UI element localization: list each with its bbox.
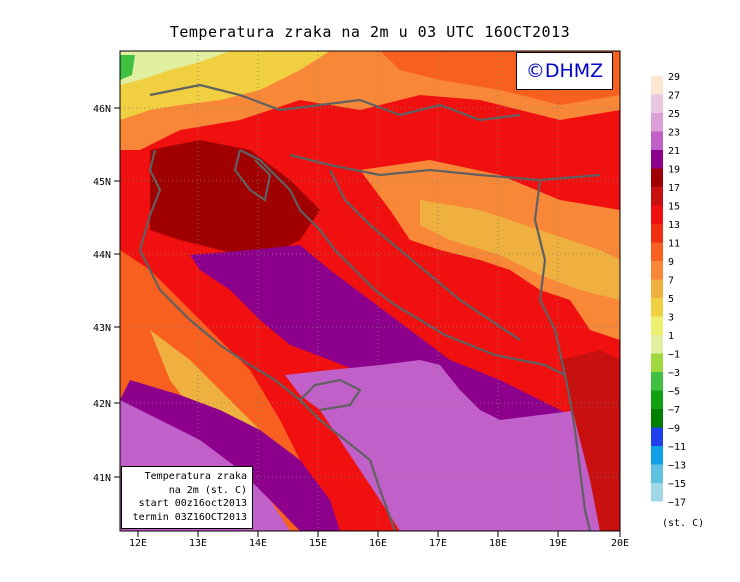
legend-label: −7 <box>668 405 680 416</box>
lon-tick-label: 12E <box>129 538 147 549</box>
coastline-istria <box>233 149 272 202</box>
legend-swatch <box>651 279 663 298</box>
legend-label: 3 <box>668 313 674 324</box>
legend-label: −1 <box>668 350 680 361</box>
legend-label: −9 <box>668 424 680 435</box>
legend-label: 25 <box>668 109 680 120</box>
legend-label: −13 <box>668 461 686 472</box>
temp-zone-adriatic-coastal <box>120 380 340 531</box>
border-serbia <box>533 179 567 376</box>
temp-zone-adriatic <box>190 245 580 440</box>
temp-zone-alps-cold <box>120 51 230 85</box>
legend-swatch <box>651 464 663 483</box>
legend-label: −15 <box>668 479 686 490</box>
coastline-croatia <box>239 149 566 376</box>
lat-tick-label: 44N <box>93 250 111 261</box>
lat-tick-label: 42N <box>93 399 111 410</box>
longitude-axis: 12E 13E 14E 15E 16E 17E 18E 19E 20E <box>129 531 629 549</box>
legend-label: 1 <box>668 331 674 342</box>
legend-label: −17 <box>668 498 686 509</box>
temp-zone-balkan-warm <box>420 200 620 300</box>
legend-label: 19 <box>668 165 680 176</box>
info-line-variable: Temperatura zraka <box>144 471 247 482</box>
legend-label: −3 <box>668 368 680 379</box>
legend-swatch <box>651 242 663 261</box>
border-north <box>149 83 521 122</box>
legend-swatch <box>651 205 663 224</box>
legend-label: 7 <box>668 276 674 287</box>
legend-swatch <box>651 187 663 206</box>
legend-swatch <box>651 150 663 169</box>
map-title: Temperatura zraka na 2m u 03 UTC 16OCT20… <box>169 23 571 41</box>
dhmz-logo: ©DHMZ <box>516 52 613 90</box>
info-line-termin: termin 03Z16OCT2013 <box>132 511 247 523</box>
legend-label: 11 <box>668 239 680 250</box>
legend-swatch <box>651 76 663 95</box>
coastline-gargano <box>299 378 362 412</box>
legend-label: 23 <box>668 128 680 139</box>
legend-label: 13 <box>668 220 680 231</box>
legend-swatch <box>651 316 663 335</box>
legend-swatch <box>651 372 663 391</box>
plot-frame <box>119 50 621 532</box>
lon-tick-label: 14E <box>249 538 267 549</box>
legend-label: 29 <box>668 72 680 83</box>
lon-tick-label: 20E <box>611 538 629 549</box>
lat-tick-label: 46N <box>93 104 111 115</box>
lon-tick-label: 18E <box>489 538 507 549</box>
temp-zone-alps-green <box>120 55 135 80</box>
legend-swatch <box>651 446 663 465</box>
lat-tick-label: 45N <box>93 177 111 188</box>
legend-swatch <box>651 131 663 150</box>
color-legend: 29 27 25 23 21 19 17 15 13 11 9 7 5 3 1 −1 −3 −5 −7 −9 −11 −1… <box>651 72 686 509</box>
lon-tick-label: 15E <box>309 538 327 549</box>
legend-swatch <box>651 168 663 187</box>
lat-tick-label: 43N <box>93 323 111 334</box>
legend-swatch <box>651 261 663 280</box>
legend-label: 27 <box>668 91 680 102</box>
border-bih <box>329 169 521 341</box>
lon-tick-label: 19E <box>549 538 567 549</box>
legend-label: −5 <box>668 387 680 398</box>
legend-label: 5 <box>668 294 674 305</box>
info-box: Temperatura zraka na 2m (st. C) start 00… <box>121 466 253 529</box>
coastline-albania <box>563 374 592 531</box>
legend-swatch <box>651 224 663 243</box>
legend-label: 15 <box>668 202 680 213</box>
legend-swatch <box>651 353 663 372</box>
legend-swatch <box>651 427 663 446</box>
legend-swatch <box>651 94 663 113</box>
latitude-axis: 46N 45N 44N 43N 42N 41N <box>93 104 120 484</box>
lon-tick-label: 17E <box>429 538 447 549</box>
legend-swatch <box>651 409 663 428</box>
legend-label: −11 <box>668 442 686 453</box>
temp-zone-north-adriatic <box>150 140 320 260</box>
coastline-italy-east <box>138 149 397 531</box>
info-line-unit: na 2m (st. C) <box>168 484 247 496</box>
legend-unit: (st. C) <box>662 518 705 529</box>
legend-label: 17 <box>668 183 680 194</box>
legend-swatch <box>651 113 663 132</box>
lat-tick-label: 41N <box>93 473 111 484</box>
lon-tick-label: 16E <box>369 538 387 549</box>
legend-swatch <box>651 298 663 317</box>
info-line-start: start 00z16oct2013 <box>138 498 247 509</box>
lon-tick-label: 13E <box>189 538 207 549</box>
legend-swatch <box>651 335 663 354</box>
legend-label: 21 <box>668 146 680 157</box>
legend-swatch <box>651 483 663 502</box>
legend-swatch <box>651 390 663 409</box>
legend-label: 9 <box>668 257 674 268</box>
temp-zone-albania <box>560 350 620 531</box>
